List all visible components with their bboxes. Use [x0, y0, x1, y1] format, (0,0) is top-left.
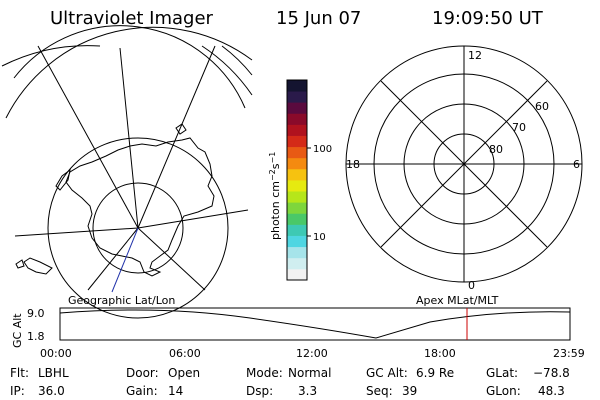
glon-value: 48.3: [538, 384, 565, 398]
color-scale-unit: photon cm−2s−1: [268, 152, 282, 240]
geo-meridian: [37, 45, 139, 229]
glon-label: GLon:: [486, 384, 521, 398]
door-value: Open: [168, 366, 200, 380]
color-scale-cell: [287, 180, 307, 192]
mlat-label-70: 70: [512, 121, 526, 134]
seq-label: Seq:: [366, 384, 393, 398]
altitude-plot: GC Alt 9.0 1.8 00:00 06:00 12:00 18:00 2…: [11, 307, 585, 360]
glat-label: GLat:: [486, 366, 518, 380]
geo-meridian: [137, 227, 206, 291]
mlat-label-80: 80: [489, 143, 503, 156]
dsp-value: 3.3: [298, 384, 317, 398]
door-label: Door:: [126, 366, 159, 380]
color-scale-cell: [287, 224, 307, 236]
ip-value: 36.0: [38, 384, 65, 398]
color-scale-cell: [287, 246, 307, 259]
mode-value: Normal: [288, 366, 331, 380]
altitude-xtick: 18:00: [424, 347, 456, 360]
polar-panel-label: Apex MLat/MLT: [416, 294, 499, 307]
color-scale-cell: [287, 235, 307, 248]
geo-lat-arc: [1, 45, 101, 67]
geo-meridian: [119, 47, 139, 229]
color-scale-cell: [287, 91, 307, 103]
mlt-label-0: 0: [468, 279, 475, 292]
ip-label: IP:: [10, 384, 25, 398]
geographic-map: [1, 25, 253, 319]
instrument-title: Ultraviolet Imager: [50, 8, 214, 29]
gc-alt-label: GC Alt:: [366, 366, 408, 380]
mlt-label-12: 12: [468, 49, 482, 62]
geo-meridian: [137, 45, 216, 229]
color-scale-cell: [287, 135, 307, 148]
altitude-plot-frame: [59, 307, 571, 341]
coastline-island: [175, 123, 187, 135]
mlt-diagonal: [380, 80, 548, 248]
geo-meridian: [137, 209, 249, 229]
color-scale-cells: [287, 80, 307, 281]
altitude-ylabel: GC Alt: [11, 313, 24, 348]
color-scale-cell: [287, 191, 307, 203]
color-scale-frame: [286, 79, 308, 281]
altitude-ymin: 1.8: [27, 330, 45, 343]
color-scale-cell: [287, 168, 307, 181]
gain-label: Gain:: [126, 384, 158, 398]
altitude-xtick: 23:59: [553, 347, 585, 360]
filter-value: LBHL: [38, 366, 69, 380]
info-block: Flt: LBHL IP: 36.0 Door: Open Gain: 14 M…: [10, 366, 570, 398]
color-scale-cell: [287, 268, 307, 281]
color-scale-cell: [287, 202, 307, 214]
geo-meridian: [87, 227, 139, 291]
geo-lat-arc: [201, 45, 253, 96]
altitude-curve: [59, 309, 571, 339]
geo-lat-circle: [47, 137, 229, 319]
altitude-xtick: 06:00: [169, 347, 201, 360]
color-scale-cell: [287, 146, 307, 159]
satellite-nadir-line: [111, 227, 139, 293]
altitude-xtick: 00:00: [40, 347, 72, 360]
mlat-label-60: 60: [535, 100, 549, 113]
color-scale-cell: [287, 157, 307, 170]
geo-lat-arc: [221, 45, 253, 76]
gc-alt-value: 6.9 Re: [416, 366, 454, 380]
seq-value: 39: [402, 384, 417, 398]
geo-lat-circle: [92, 182, 184, 274]
polar-labels: 12 18 6 0 60 70 80: [346, 49, 580, 292]
geo-panel-label: Geographic Lat/Lon: [68, 294, 175, 307]
filter-label: Flt:: [10, 366, 29, 380]
antarctica-coastline: [65, 137, 215, 277]
color-scale-cell: [287, 213, 307, 225]
altitude-xtick: 12:00: [296, 347, 328, 360]
observation-date: 15 Jun 07: [276, 8, 361, 29]
color-scale: 100 10 photon cm−2s−1: [268, 79, 332, 281]
header: Ultraviolet Imager 15 Jun 07 19:09:50 UT: [50, 8, 544, 29]
coastline-island: [15, 259, 25, 269]
glat-value: −78.8: [533, 366, 570, 380]
color-scale-cell: [287, 124, 307, 136]
geo-lat-arc: [13, 25, 246, 109]
color-scale-cell: [287, 80, 307, 92]
coastline-island: [55, 168, 71, 191]
altitude-ymax: 9.0: [27, 307, 45, 320]
mlt-label-18: 18: [346, 158, 360, 171]
geo-lat-arc: [5, 26, 253, 119]
mlt-label-6: 6: [573, 158, 580, 171]
color-scale-cell: [287, 113, 307, 125]
color-scale-cell: [287, 102, 307, 114]
mode-label: Mode:: [246, 366, 283, 380]
observation-time: 19:09:50 UT: [432, 8, 544, 29]
color-scale-cell: [287, 257, 307, 270]
dsp-label: Dsp:: [246, 384, 273, 398]
polar-grid: [345, 45, 583, 283]
geo-meridian: [14, 227, 139, 237]
color-scale-tick-label: 10: [313, 232, 326, 243]
color-scale-tick-label: 100: [313, 144, 332, 155]
south-america-tip: [23, 257, 53, 275]
gain-value: 14: [168, 384, 183, 398]
